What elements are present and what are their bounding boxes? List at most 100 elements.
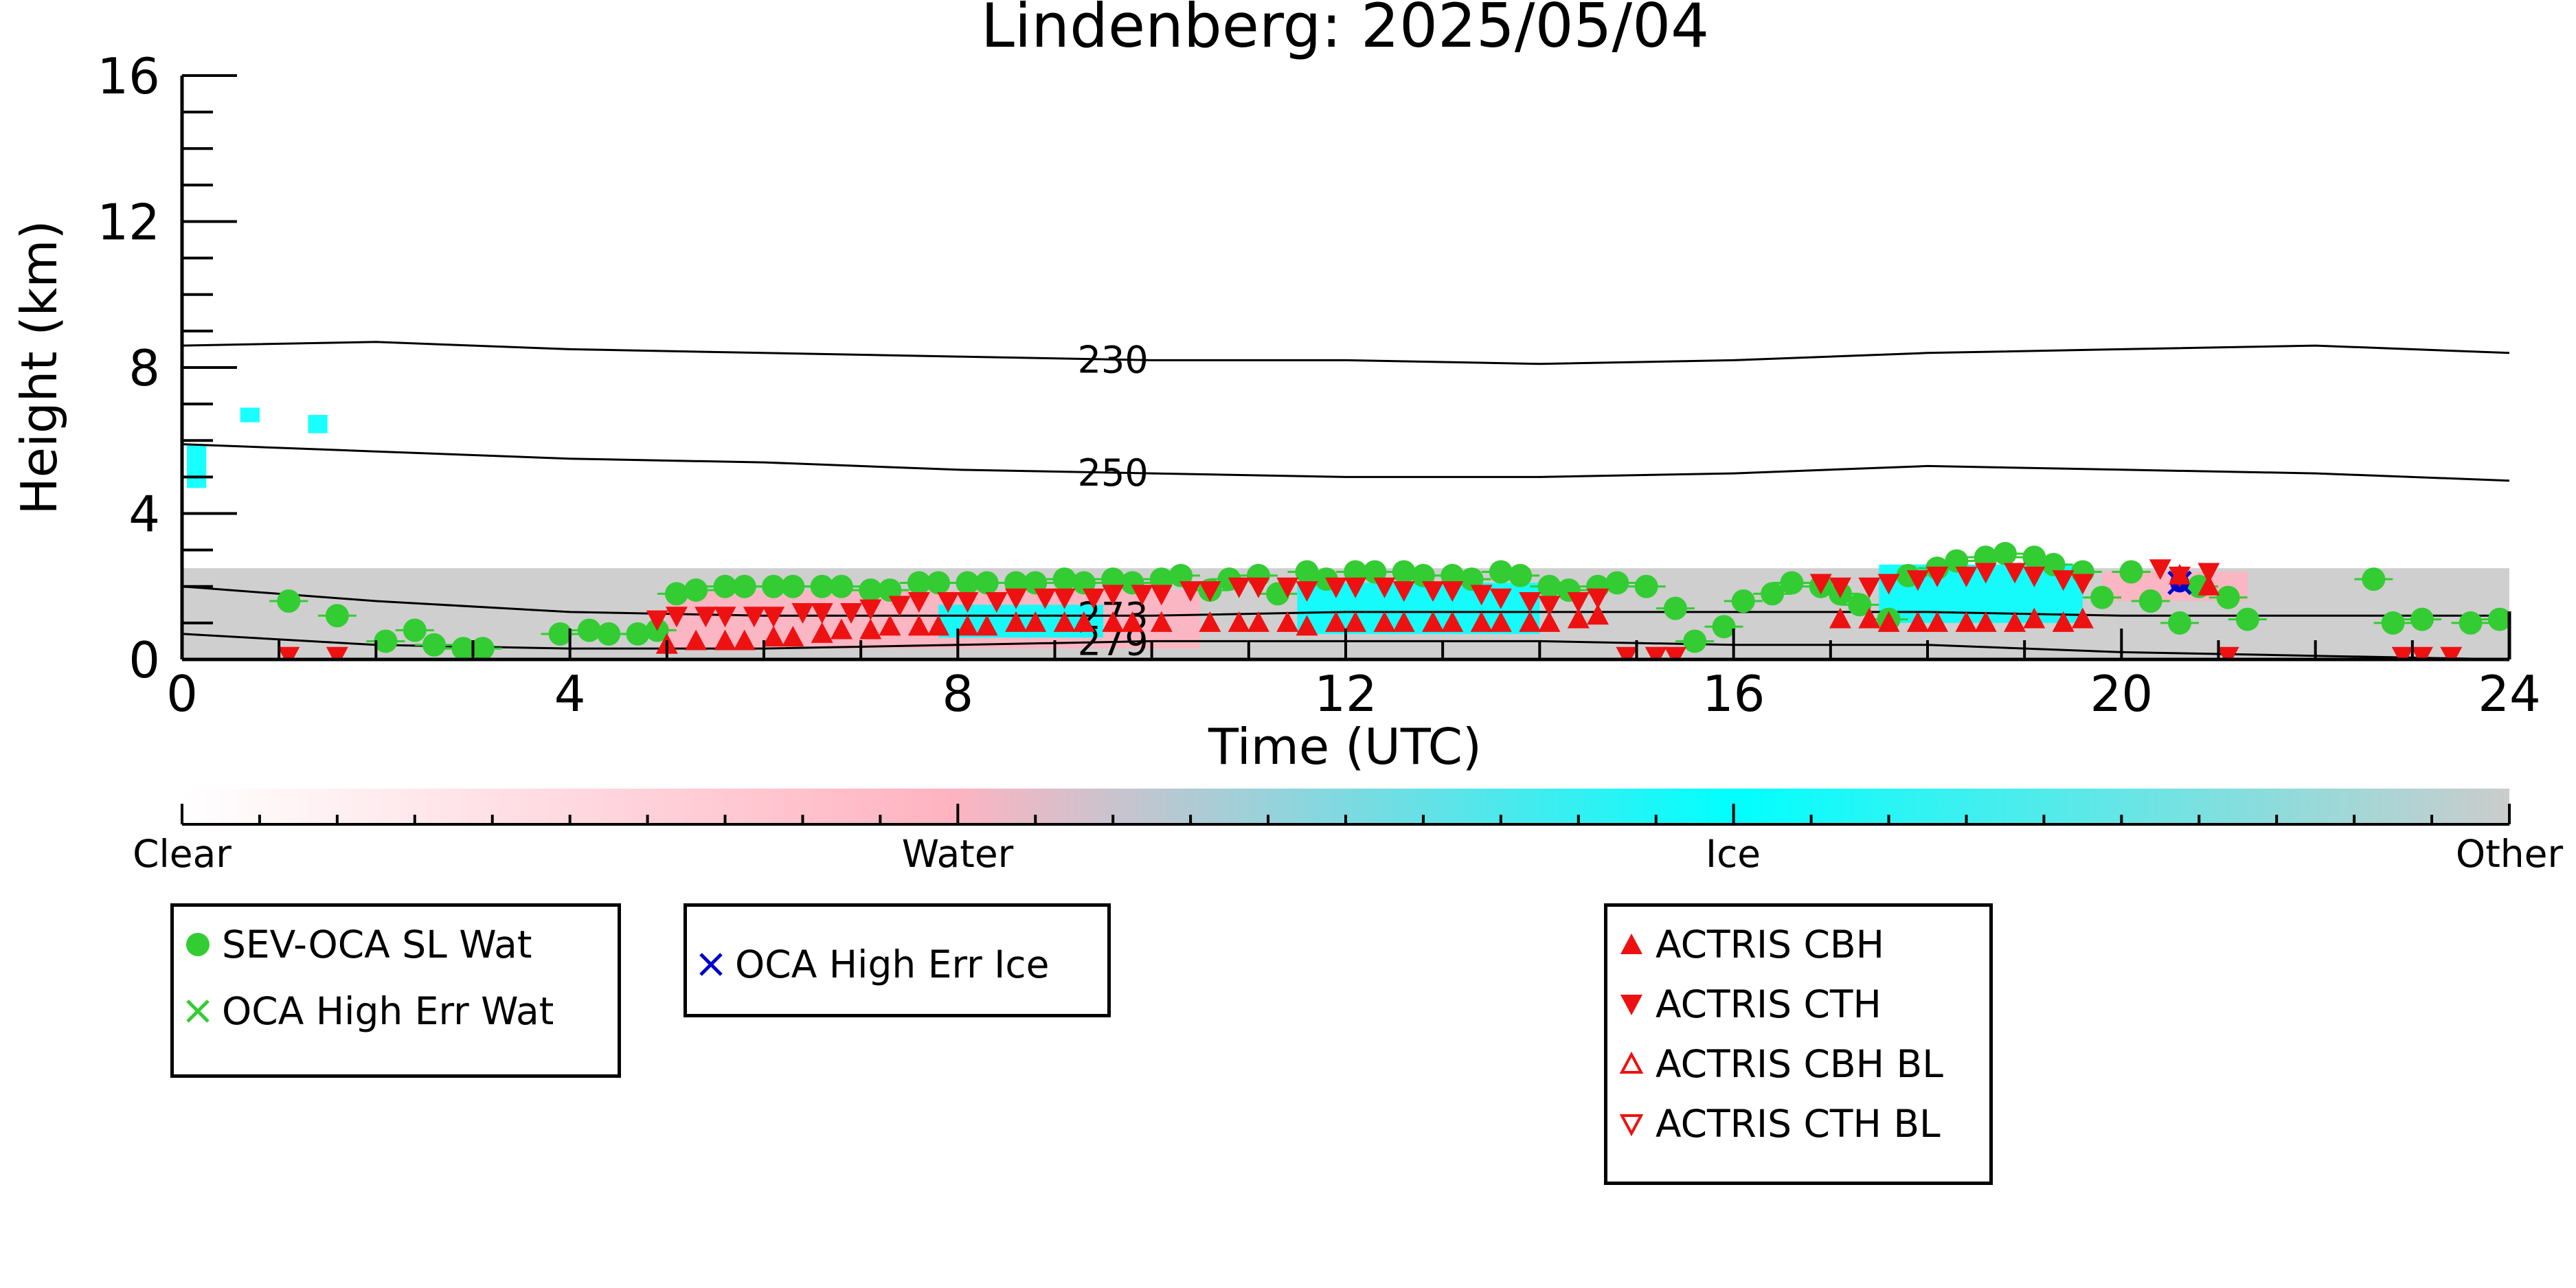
y-tick-label: 4 (128, 486, 160, 543)
sev-oca-sl-wat-point (732, 574, 756, 598)
colorbar-label-ice: Ice (1706, 832, 1761, 876)
actris-cth-point (2169, 566, 2191, 587)
sev-oca-sl-wat-point (956, 571, 980, 595)
actris-cth-point (985, 592, 1008, 613)
sev-oca-sl-wat-point (2381, 611, 2405, 635)
sev-oca-sl-wat-point (2119, 560, 2143, 584)
actris-cth-point (859, 599, 882, 620)
sev-oca-sl-wat-point (422, 633, 447, 657)
y-tick-label: 8 (128, 339, 160, 397)
actris-cth-point (1102, 585, 1125, 606)
legend-item-actris-cth-bl: ACTRIS CTH BL (1607, 1096, 1941, 1151)
sev-oca-sl-wat-point (2410, 607, 2434, 631)
legend-item-actris-cth: ACTRIS CTH (1607, 977, 1882, 1032)
legend-item-sev-oca-sl-wat: SEV-OCA SL Wat (174, 917, 532, 972)
sev-oca-sl-wat-point (325, 604, 349, 628)
sev-oca-sl-wat-point (2235, 607, 2259, 631)
actris-cth-point (1441, 581, 1464, 602)
sev-oca-sl-wat-point (1663, 596, 1687, 620)
sev-oca-sl-wat-point (2362, 567, 2386, 591)
red-triangle-down-icon (1620, 995, 1642, 1015)
sev-oca-sl-wat-point (1780, 571, 1804, 595)
actris-cth-point (2004, 563, 2026, 584)
colorbar-ticks (181, 804, 2511, 826)
actris-cth-point (694, 607, 717, 628)
actris-cbh-point (1344, 611, 1367, 632)
actris-cth-point (1422, 581, 1445, 602)
actris-cbh-point (1926, 611, 1949, 632)
sev-oca-sl-wat-point (1605, 571, 1629, 595)
actris-cth-point (840, 602, 863, 624)
sev-oca-sl-wat-point (2090, 585, 2114, 609)
actris-cbh-point (1906, 611, 1929, 632)
sev-oca-sl-wat-point (1993, 541, 2017, 565)
actris-cbh-point (685, 629, 708, 651)
actris-cth-point (646, 610, 668, 631)
actris-cth-point (1392, 581, 1415, 602)
actris-cbh-point (1829, 607, 1851, 629)
actris-cbh-point (714, 629, 736, 651)
actris-cth-point (1538, 596, 1561, 617)
actris-cbh-point (1072, 611, 1095, 632)
actris-cbh-point (1489, 611, 1512, 632)
actris-cbh-point (1955, 611, 1978, 632)
cloud-region-ice (308, 415, 328, 433)
actris-cth-point (1587, 588, 1609, 609)
legend-item-actris-cbh: ACTRIS CBH (1607, 917, 1884, 972)
actris-cth-point (762, 607, 785, 628)
cloud-classification-layer (182, 407, 2509, 659)
actris-cth-point (665, 607, 688, 628)
actris-cth-point (1296, 581, 1318, 602)
actris-cbh-point (859, 618, 882, 640)
actris-cth-point (2023, 566, 2046, 587)
sev-oca-sl-wat-point (1683, 629, 1707, 653)
actris-cbh-point (1858, 607, 1881, 629)
sev-oca-sl-wat-point (1392, 560, 1416, 584)
actris-cbh-point (1296, 615, 1318, 636)
actris-cth-point (1829, 577, 1851, 598)
actris-cth-point (1179, 581, 1202, 602)
actris-cbh-point (1228, 611, 1250, 632)
data-markers (269, 541, 2509, 659)
actris-cth-point (1645, 646, 1667, 659)
actris-cbh-point (1373, 611, 1396, 632)
actris-cth-point (1082, 588, 1105, 609)
x-tick-label: 4 (554, 665, 586, 723)
y-tick-label: 16 (97, 47, 160, 105)
actris-cth-point (2440, 646, 2463, 659)
actris-cbh-point (956, 615, 979, 636)
green-x-icon (186, 999, 210, 1023)
contour-line-230 (181, 341, 2510, 365)
sev-oca-sl-wat-point (471, 637, 495, 659)
actris-cbh-point (1102, 611, 1125, 632)
actris-cbh-point (879, 615, 901, 636)
actris-cbh-point (1587, 604, 1609, 625)
actris-cbh-point (1150, 611, 1173, 632)
legend-label: ACTRIS CBH BL (1656, 1042, 1943, 1086)
actris-cth-point (1324, 577, 1347, 598)
actris-cbh-point (907, 615, 930, 636)
actris-cbh-point (830, 618, 852, 640)
actris-cth-point (1034, 588, 1057, 609)
x-tick-label: 20 (2090, 665, 2154, 723)
actris-cbh-point (1974, 611, 1997, 632)
actris-cbh-point (2197, 574, 2220, 596)
actris-cth-point (1974, 563, 1997, 584)
red-triangle-up-icon (1620, 934, 1642, 954)
sev-oca-sl-wat-point (2459, 611, 2483, 635)
actris-cth-point (1150, 585, 1173, 606)
y-axis-label: Height (km) (10, 221, 68, 515)
sev-oca-sl-wat-point (626, 622, 650, 646)
sev-oca-sl-wat-point (2487, 607, 2509, 631)
y-tick-label: 0 (128, 631, 160, 689)
sev-oca-sl-wat-point (927, 571, 951, 595)
sev-oca-sl-wat-point (2138, 589, 2162, 613)
actris-cbh-point (2052, 611, 2075, 632)
sev-oca-sl-wat-point (2216, 585, 2240, 609)
actris-cbh-point (1441, 611, 1464, 632)
actris-cbh-point (762, 626, 785, 647)
actris-cbh-point (975, 615, 998, 636)
actris-cbh-point (811, 622, 833, 643)
actris-cth-point (1616, 646, 1638, 659)
